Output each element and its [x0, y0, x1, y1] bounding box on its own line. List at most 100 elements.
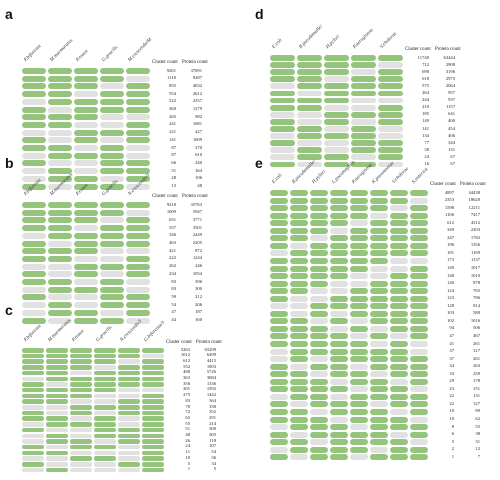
presence-cell	[290, 318, 308, 325]
species-label: S.enterica	[411, 167, 430, 185]
presence-cell	[100, 209, 124, 216]
presence-cell	[48, 248, 72, 255]
presence-cell	[410, 401, 428, 408]
absence-cell	[118, 387, 140, 393]
presence-cell	[74, 271, 98, 278]
absence-cell	[74, 255, 98, 262]
absence-cell	[74, 168, 98, 175]
presence-cell	[48, 255, 72, 262]
presence-cell	[48, 202, 72, 208]
cluster-count: 275	[183, 392, 190, 398]
presence-cell	[22, 106, 46, 113]
presence-cell	[310, 348, 328, 355]
presence-cell	[100, 106, 124, 113]
presence-cell	[330, 242, 348, 249]
presence-cell	[48, 114, 72, 121]
presence-cell	[297, 69, 322, 76]
cluster-count: 134	[422, 132, 429, 138]
cluster-count: 6	[451, 431, 454, 437]
absence-cell	[410, 348, 428, 355]
absence-cell	[70, 370, 92, 376]
presence-cell	[74, 309, 98, 316]
presence-cell	[74, 175, 98, 182]
presence-cell	[270, 104, 295, 111]
presence-cell	[370, 454, 388, 461]
presence-cell	[310, 424, 328, 431]
presence-cell	[310, 250, 328, 257]
presence-cell	[290, 273, 308, 280]
absence-cell	[100, 248, 124, 255]
protein-count-header: Protein count	[435, 47, 461, 52]
presence-cell	[100, 302, 124, 309]
presence-cell	[378, 90, 403, 97]
presence-cell	[70, 353, 92, 359]
presence-cell	[126, 83, 150, 90]
presence-cell	[22, 183, 46, 190]
presence-cell	[350, 250, 368, 257]
protein-count: 38	[475, 431, 480, 437]
presence-cell	[270, 227, 288, 234]
absence-cell	[270, 147, 295, 154]
presence-cell	[310, 378, 328, 385]
presence-cell	[48, 286, 72, 293]
protein-count: 1442	[206, 392, 216, 398]
protein-count: 2612	[192, 90, 202, 96]
presence-cell	[48, 309, 72, 316]
absence-cell	[100, 271, 124, 278]
cluster-count: 29	[449, 378, 454, 384]
species-label: P.rosea	[75, 49, 90, 63]
absence-cell	[94, 462, 116, 467]
absence-cell	[100, 137, 124, 144]
presence-cell	[390, 356, 408, 363]
species-label: G.bifurcata/3	[143, 320, 167, 343]
absence-cell	[22, 175, 46, 182]
presence-cell	[310, 303, 328, 310]
presence-cell	[100, 225, 124, 232]
presence-cell	[330, 250, 348, 257]
absence-cell	[390, 408, 408, 415]
presence-cell	[378, 118, 403, 125]
presence-cell	[370, 197, 388, 204]
protein-count: 3501	[192, 224, 202, 230]
presence-cell	[310, 454, 328, 461]
absence-cell	[351, 104, 376, 111]
absence-cell	[270, 424, 288, 431]
presence-cell	[46, 433, 68, 438]
cluster-count: 265	[169, 113, 176, 119]
presence-cell	[350, 356, 368, 363]
presence-cell	[310, 273, 328, 280]
cluster-count: 123	[447, 295, 454, 301]
absence-cell	[100, 255, 124, 262]
absence-cell	[410, 197, 428, 204]
absence-cell	[126, 152, 150, 159]
presence-cell	[290, 257, 308, 264]
presence-cell	[46, 450, 68, 456]
absence-cell	[410, 257, 428, 264]
presence-cell	[48, 83, 72, 90]
presence-cell	[94, 405, 116, 410]
presence-cell	[22, 114, 46, 121]
presence-cell	[351, 62, 376, 68]
presence-cell	[22, 399, 44, 404]
absence-cell	[324, 104, 349, 111]
protein-count: 2908	[445, 61, 455, 67]
presence-cell	[70, 422, 92, 427]
absence-cell	[410, 341, 428, 347]
presence-cell	[126, 232, 150, 239]
presence-cell	[46, 393, 68, 399]
presence-cell	[310, 220, 328, 227]
cluster-count: 72	[185, 409, 190, 415]
absence-cell	[290, 431, 308, 438]
protein-count: 214	[209, 420, 216, 426]
presence-cell	[410, 295, 428, 302]
presence-cell	[350, 197, 368, 204]
panel-label: e	[255, 155, 263, 171]
protein-count: 127	[473, 400, 480, 406]
cluster-count: 8	[451, 423, 454, 429]
presence-cell	[290, 446, 308, 453]
presence-cell	[350, 303, 368, 310]
presence-cell	[370, 393, 388, 400]
absence-cell	[290, 454, 308, 461]
absence-cell	[142, 387, 164, 393]
cluster-count: 712	[422, 61, 429, 67]
